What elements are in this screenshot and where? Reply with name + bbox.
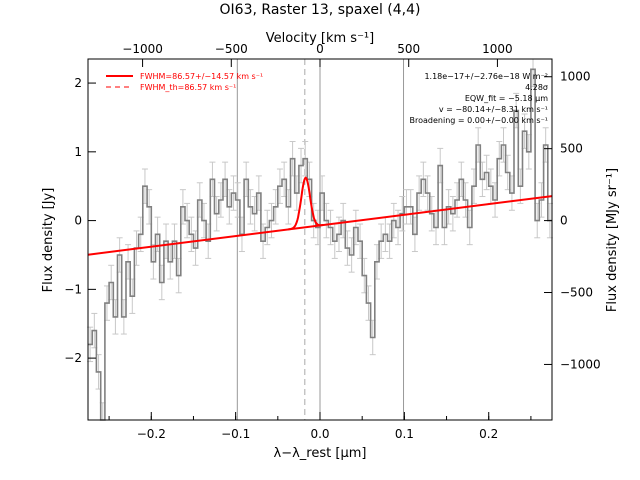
legend-label-fwhm-th: FWHM_th=86.57 km s⁻¹ [140,83,236,92]
y-tick-label: 1 [74,145,82,159]
chart-title: OI63, Raster 13, spaxel (4,4) [220,2,421,18]
annotation-eqw: EQW_fit = −5.18 μm [465,94,548,103]
x-tick-label: −0.2 [137,427,166,441]
annotation-velocity: v = −80.14+/−8.31 km s⁻¹ [439,105,548,114]
top-tick-label: −500 [215,42,248,56]
legend-label-fwhm: FWHM=86.57+/−14.57 km s⁻¹ [140,72,263,81]
annotation-flux: 1.18e−17+/−2.76e−18 W m⁻² [424,72,548,81]
annotation-significance: 4.28σ [525,83,548,92]
right-tick-label: 0 [560,214,568,228]
annotations: 1.18e−17+/−2.76e−18 W m⁻² 4.28σ EQW_fit … [410,72,549,125]
top-tick-label: 1000 [482,42,513,56]
x-tick-label: 0.0 [310,427,329,441]
right-tick-label: −500 [560,286,593,300]
right-tick-label: 1000 [560,70,591,84]
top-tick-label: 500 [397,42,420,56]
top-axis-label: Velocity [km s⁻¹] [266,31,374,46]
x-tick-label: 0.1 [395,427,414,441]
x-axis-label: λ−λ_rest [μm] [274,446,367,461]
legend: FWHM=86.57+/−14.57 km s⁻¹ FWHM_th=86.57 … [106,72,263,92]
right-axis-label: Flux density [MJy sr⁻¹] [605,168,620,312]
y-tick-label: −2 [64,351,82,365]
fit-gaussian-line [287,176,324,231]
annotation-broadening: Broadening = 0.00+/−0.00 km s⁻¹ [410,116,548,125]
right-tick-label: −1000 [560,357,601,371]
top-tick-label: 0 [316,42,324,56]
right-tick-label: 500 [560,142,583,156]
y-tick-label: −1 [64,282,82,296]
y-tick-label: 2 [74,76,82,90]
spectrum-line [88,68,552,421]
x-tick-label: −0.1 [221,427,250,441]
top-tick-label: −1000 [122,42,163,56]
y-tick-label: 0 [74,214,82,228]
x-tick-label: 0.2 [479,427,498,441]
y-axis-label: Flux density [Jy] [41,188,56,293]
